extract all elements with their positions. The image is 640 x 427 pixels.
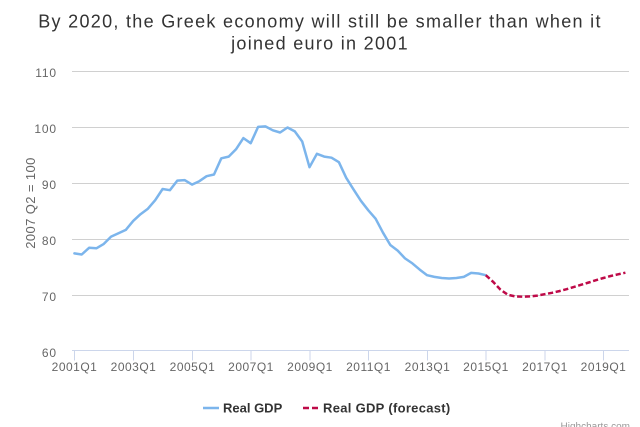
svg-text:2015Q1: 2015Q1 [463,360,509,374]
svg-text:2013Q1: 2013Q1 [405,360,451,374]
svg-text:Real GDP (forecast): Real GDP (forecast) [323,401,451,416]
svg-text:2019Q1: 2019Q1 [581,360,627,374]
svg-text:2017Q1: 2017Q1 [522,360,568,374]
svg-text:100: 100 [34,122,56,136]
svg-text:2003Q1: 2003Q1 [111,360,157,374]
svg-text:joined euro in 2001: joined euro in 2001 [230,34,409,54]
svg-text:2001Q1: 2001Q1 [52,360,98,374]
svg-text:2007Q1: 2007Q1 [228,360,274,374]
svg-text:70: 70 [42,290,57,304]
svg-text:2005Q1: 2005Q1 [170,360,216,374]
svg-text:Highcharts.com: Highcharts.com [561,422,630,427]
svg-text:90: 90 [42,178,57,192]
svg-text:2009Q1: 2009Q1 [287,360,333,374]
svg-text:Real GDP: Real GDP [223,401,283,416]
svg-text:2011Q1: 2011Q1 [346,360,391,374]
svg-text:By 2020, the Greek economy wil: By 2020, the Greek economy will still be… [38,12,602,32]
svg-text:80: 80 [42,234,57,248]
svg-text:60: 60 [42,346,57,360]
svg-text:2007 Q2 = 100: 2007 Q2 = 100 [23,157,38,249]
svg-text:110: 110 [35,66,57,80]
